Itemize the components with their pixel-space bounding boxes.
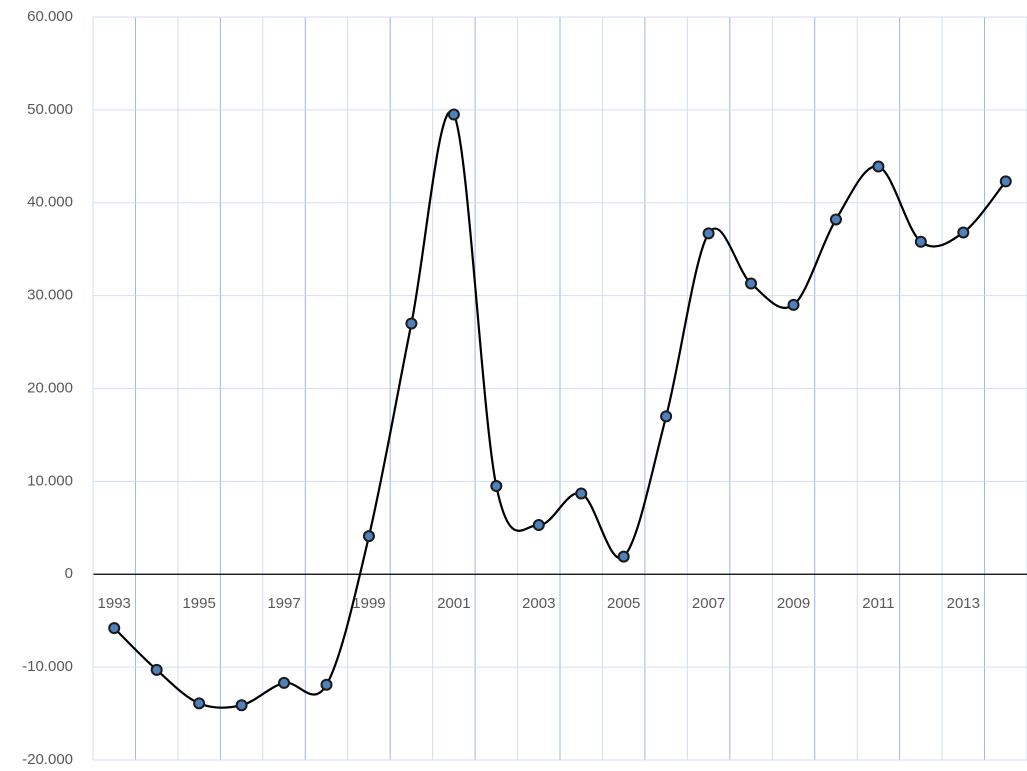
data-point (575, 487, 588, 500)
y-tick-label: 40.000 (27, 194, 73, 211)
data-point (829, 213, 842, 226)
data-point (405, 317, 418, 330)
x-tick-label: 2005 (607, 595, 640, 612)
x-tick-label: 2011 (862, 595, 894, 612)
y-tick-label: -20.000 (22, 751, 73, 768)
data-point (490, 480, 503, 493)
data-point (957, 226, 970, 239)
data-point (193, 697, 206, 710)
data-point (447, 108, 460, 121)
data-point (362, 530, 375, 543)
x-tick-label: 1997 (267, 595, 300, 612)
data-point (108, 622, 121, 635)
data-point (999, 175, 1012, 188)
x-tick-label: 1995 (182, 595, 215, 612)
x-tick-label: 2001 (437, 595, 470, 612)
x-tick-label: 1993 (98, 595, 131, 612)
x-tick-label: 2013 (947, 595, 980, 612)
data-point (702, 227, 715, 240)
x-tick-label: 2009 (777, 595, 810, 612)
y-tick-label: -10.000 (22, 658, 73, 675)
data-point (787, 298, 800, 311)
data-point (745, 277, 758, 290)
y-tick-label: 0 (65, 565, 73, 582)
x-tick-label: 2007 (692, 595, 725, 612)
data-point (278, 676, 291, 689)
data-point (532, 519, 545, 532)
data-point (872, 160, 885, 173)
y-tick-label: 50.000 (27, 101, 73, 118)
data-point (660, 410, 673, 423)
data-point (914, 235, 927, 248)
data-point (150, 663, 163, 676)
y-tick-label: 30.000 (27, 287, 73, 304)
x-tick-label: 1999 (352, 595, 385, 612)
y-tick-label: 20.000 (27, 379, 73, 396)
y-tick-label: 10.000 (27, 472, 73, 489)
y-tick-label: 60.000 (27, 8, 73, 25)
x-tick-label: 2003 (522, 595, 555, 612)
data-point (320, 678, 333, 691)
data-point (617, 550, 630, 563)
data-point (235, 699, 248, 712)
